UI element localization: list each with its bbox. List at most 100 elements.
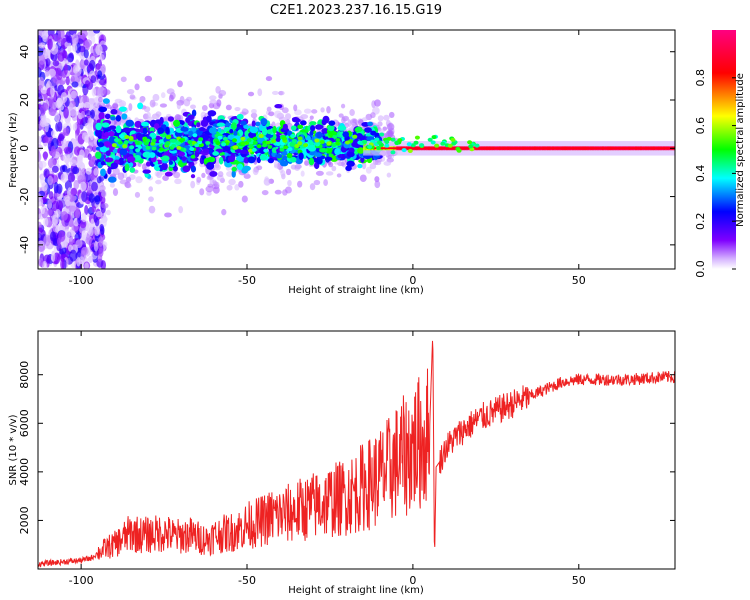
- heatmap-cell: [94, 128, 101, 137]
- heatmap-cell: [119, 179, 128, 185]
- heatmap-cell: [215, 85, 221, 94]
- heatmap-cell: [70, 90, 77, 99]
- heatmap-y-axis-label: Frequency (Hz): [8, 112, 19, 188]
- heatmap-cell: [337, 125, 347, 131]
- heatmap-cell: [364, 146, 367, 151]
- heatmap-cell: [249, 126, 259, 134]
- heatmap-cell: [297, 141, 303, 146]
- heatmap-cell: [190, 174, 196, 179]
- heatmap-cell: [309, 121, 317, 126]
- heatmap-cell: [97, 70, 103, 78]
- heatmap-cell: [41, 181, 48, 192]
- heatmap-cell: [141, 121, 150, 127]
- heatmap-cell: [38, 54, 46, 66]
- heatmap-cell: [134, 155, 142, 161]
- heatmap-cell: [294, 144, 300, 149]
- heatmap-cell: [47, 208, 53, 217]
- heatmap-cell: [52, 60, 60, 67]
- heatmap-cell: [183, 98, 191, 107]
- heatmap-cell: [240, 136, 246, 141]
- heatmap-cell: [63, 106, 69, 119]
- heatmap-cell: [357, 147, 365, 154]
- heatmap-cell: [359, 174, 367, 183]
- heatmap-cell: [51, 250, 56, 263]
- heatmap-cell: [440, 141, 446, 146]
- heatmap-cell: [200, 119, 209, 127]
- heatmap-cell: [88, 226, 94, 237]
- heatmap-cell: [126, 88, 135, 95]
- heatmap-cell: [50, 130, 56, 138]
- heatmap-cell: [194, 143, 200, 148]
- heatmap-cell: [38, 42, 46, 49]
- heatmap-cell: [87, 255, 94, 263]
- heatmap-cell: [321, 119, 327, 126]
- heatmap-cell: [124, 135, 130, 140]
- heatmap-cell: [304, 160, 310, 166]
- heatmap-cell: [166, 88, 175, 95]
- heatmap-cell: [272, 125, 277, 134]
- heatmap-cell: [47, 38, 53, 50]
- heatmap-cell: [38, 76, 45, 89]
- heatmap-cell: [176, 141, 182, 146]
- x-tick-label: 50: [572, 274, 586, 287]
- heatmap-cell: [332, 131, 338, 136]
- heatmap-cell: [327, 124, 335, 132]
- heatmap-cell: [221, 142, 227, 147]
- heatmap-cell: [194, 151, 200, 158]
- heatmap-cell: [98, 186, 103, 193]
- heatmap-cell: [88, 138, 96, 147]
- heatmap-cell: [397, 138, 403, 143]
- heatmap-cell: [51, 165, 59, 173]
- heatmap-cell: [251, 108, 257, 114]
- heatmap-cell: [151, 146, 157, 151]
- heatmap-cell: [144, 75, 153, 83]
- heatmap-cell: [218, 156, 224, 165]
- heatmap-cell: [81, 190, 88, 203]
- heatmap-cell: [242, 108, 248, 113]
- heatmap-cell: [251, 120, 256, 127]
- heatmap-cell: [239, 149, 248, 155]
- colorbar: 0.0 0.2 0.4 0.6 0.8 Normalized spectral ampl…: [694, 30, 746, 278]
- heatmap-cell: [98, 236, 104, 247]
- heatmap-cell: [292, 118, 301, 123]
- heatmap-cell: [53, 181, 59, 194]
- heatmap-cell: [39, 105, 46, 116]
- heatmap-cell: [326, 106, 331, 114]
- heatmap-cell: [273, 110, 282, 119]
- heatmap-cell: [229, 128, 234, 134]
- heatmap-cell: [205, 185, 214, 193]
- heatmap-cell: [282, 189, 288, 196]
- heatmap-cell: [212, 151, 220, 156]
- heatmap-cell: [290, 125, 297, 131]
- heatmap-cell: [47, 175, 54, 186]
- heatmap-cell: [208, 127, 217, 134]
- heatmap-cell: [230, 122, 237, 130]
- heatmap-cell: [231, 166, 237, 172]
- heatmap-cell: [134, 140, 140, 145]
- heatmap-cell: [52, 214, 59, 226]
- heatmap-cell: [192, 133, 198, 138]
- heatmap-cell: [43, 151, 48, 161]
- heatmap-cell: [274, 103, 283, 109]
- heatmap-cell: [177, 151, 186, 157]
- heatmap-cell: [69, 249, 78, 262]
- heatmap-cell: [355, 126, 363, 133]
- heatmap-cell: [278, 116, 287, 123]
- y-tick-label: 40: [18, 45, 31, 59]
- heatmap-cell: [155, 111, 162, 117]
- heatmap-cell: [266, 129, 273, 135]
- heatmap-cell: [91, 87, 97, 97]
- heatmap-cell: [142, 169, 151, 174]
- heatmap-cell: [43, 136, 49, 144]
- heatmap-cell: [264, 176, 269, 182]
- heatmap-cell: [148, 186, 153, 192]
- heatmap-cell: [161, 162, 168, 171]
- heatmap-cell: [108, 125, 117, 130]
- heatmap-cell: [99, 146, 108, 153]
- heatmap-panel: -100 -50 0 50 -40 -20 0 20 40 Height of straigh…: [8, 29, 676, 296]
- heatmap-cell: [79, 181, 87, 192]
- heatmap-cell: [102, 98, 110, 104]
- heatmap-cell: [232, 138, 238, 143]
- heatmap-cell: [227, 155, 236, 163]
- heatmap-cell: [93, 241, 99, 252]
